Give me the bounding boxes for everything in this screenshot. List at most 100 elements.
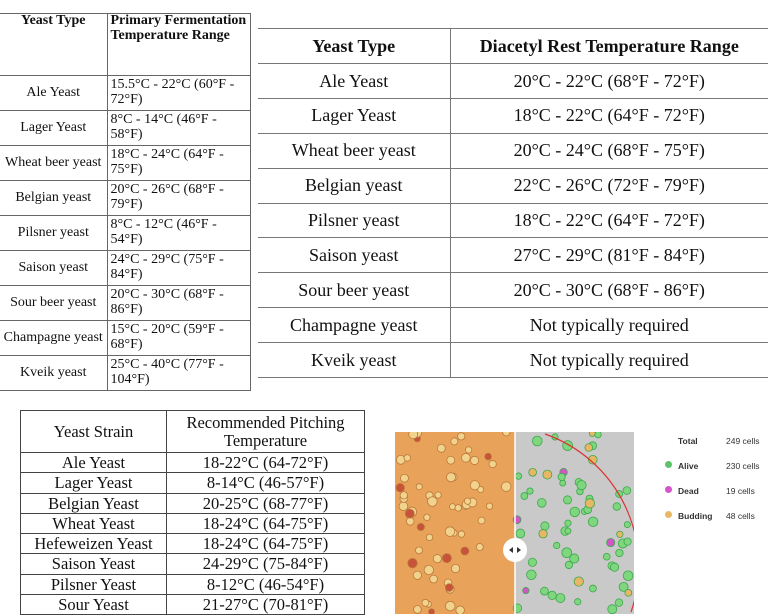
yeast-name-cell: Wheat beer yeast	[258, 132, 451, 169]
cell	[432, 554, 442, 564]
yeast-name-cell: Kveik yeast	[0, 355, 108, 391]
header-cell: Diacetyl Rest Temperature Range	[450, 28, 768, 64]
header-row: Yeast Type Primary Fermentation Temperatu…	[0, 13, 251, 76]
cell	[400, 473, 409, 483]
table-row: Pilsner yeast 8°C - 12°C (46°F - 54°F)	[0, 215, 251, 251]
cell	[441, 553, 452, 564]
yeast-name-cell: Wheat beer yeast	[0, 145, 108, 181]
cell	[588, 454, 598, 465]
cell	[569, 553, 580, 564]
yeast-name-cell: Pilsner yeast	[0, 215, 108, 251]
cell	[446, 455, 456, 465]
cell	[622, 486, 632, 495]
yeast-name-cell: Pilsner yeast	[258, 202, 451, 239]
yeast-name-cell: Saison yeast	[0, 250, 108, 286]
cell	[514, 472, 523, 480]
header-row: Yeast Type Diacetyl Rest Temperature Rang…	[258, 28, 768, 64]
temperature-cell: 15.5°C - 22°C (60°F - 72°F)	[107, 75, 251, 111]
table-row: Sour beer yeast 20°C - 30°C (68°F - 86°F)	[258, 272, 768, 309]
cell	[444, 526, 456, 537]
cell	[465, 446, 473, 454]
cell	[403, 454, 412, 462]
table-row: Ale Yeast 18-22°C (64-72°F)	[20, 451, 365, 474]
cell	[501, 481, 512, 492]
cell	[594, 432, 602, 439]
slider-arrows	[509, 547, 521, 553]
yeast-name-cell: Sour beer yeast	[258, 272, 451, 309]
yeast-name-cell: Ale Yeast	[20, 451, 167, 474]
cell	[531, 435, 543, 447]
yeast-name-cell: Lager Yeast	[0, 110, 108, 146]
temperature-cell: 27°C - 29°C (81°F - 84°F)	[450, 237, 768, 274]
primary-fermentation-table: Yeast Type Primary Fermentation Temperatu…	[0, 13, 251, 391]
cell	[526, 569, 537, 580]
yeast-name-cell: Belgian yeast	[0, 180, 108, 216]
cell	[484, 452, 492, 461]
table-row: Ale Yeast 20°C - 22°C (68°F - 72°F)	[258, 63, 768, 99]
cell	[555, 593, 566, 603]
legend-count: 19 cells	[726, 486, 755, 496]
cell	[623, 537, 632, 546]
legend-count: 249 cells	[726, 436, 760, 446]
header-row: Yeast Strain Recommended Pitching Tempera…	[20, 410, 365, 453]
cell	[423, 513, 431, 521]
table-row: Lager Yeast 8-14°C (46-57°F)	[20, 472, 365, 494]
temperature-cell: 18°C - 22°C (64°F - 72°F)	[450, 202, 768, 239]
cell	[415, 483, 423, 491]
table-row: Kveik yeast Not typically required	[258, 342, 768, 379]
diacetyl-rest-table: Yeast Type Diacetyl Rest Temperature Rang…	[258, 28, 768, 379]
yeast-name-cell: Belgian Yeast	[20, 492, 167, 514]
cell	[624, 588, 633, 597]
temperature-cell: 18-24°C (64-75°F)	[166, 512, 365, 535]
cell	[563, 495, 573, 505]
table-row: Sour Yeast 21-27°C (70-81°F)	[20, 594, 365, 615]
cell	[457, 432, 466, 441]
cell	[470, 455, 480, 465]
yeast-name-cell: Saison Yeast	[20, 553, 167, 575]
cell	[612, 502, 621, 511]
cell	[542, 469, 553, 480]
yeast-name-cell: Lager Yeast	[258, 97, 451, 134]
cell	[574, 598, 582, 606]
table-row: Wheat beer yeast 20°C - 24°C (68°F - 75°F…	[258, 132, 768, 169]
cell	[559, 479, 567, 487]
cell	[436, 443, 446, 453]
cell	[449, 503, 456, 511]
legend-label: Total	[678, 436, 698, 446]
cell	[423, 564, 434, 576]
cell	[421, 598, 430, 607]
cells	[395, 432, 634, 614]
cell	[405, 517, 415, 526]
cell	[527, 557, 537, 567]
cell	[475, 543, 484, 551]
cell	[589, 584, 597, 593]
temperature-cell: 8-14°C (46-57°F)	[166, 472, 365, 494]
table-row: Belgian yeast 22°C - 26°C (72°F - 79°F)	[258, 167, 768, 204]
cell	[616, 530, 624, 538]
table-row: Hefeweizen Yeast 18-24°C (64-75°F)	[20, 533, 365, 555]
table-row: Ale Yeast 15.5°C - 22°C (60°F - 72°F)	[0, 75, 251, 111]
cell	[538, 529, 548, 539]
cell	[477, 516, 486, 525]
table-row: Wheat beer yeast 18°C - 24°C (64°F - 75°F…	[0, 145, 251, 181]
yeast-name-cell: Hefeweizen Yeast	[20, 533, 167, 555]
yeast-name-cell: Lager Yeast	[20, 472, 167, 494]
cell	[615, 548, 624, 558]
table-row: Pilsner Yeast 8-12°C (46-54°F)	[20, 573, 365, 596]
cell	[477, 486, 485, 494]
cell	[398, 501, 409, 511]
temperature-cell: Not typically required	[450, 307, 768, 344]
cell	[522, 587, 530, 595]
slider-handle[interactable]	[503, 538, 527, 562]
cell	[576, 480, 587, 491]
yeast-name-cell: Sour beer yeast	[0, 285, 108, 321]
temperature-cell: 20°C - 26°C (68°F - 79°F)	[107, 180, 251, 216]
cell	[463, 497, 472, 505]
temperature-cell: 18-24°C (64-75°F)	[166, 533, 365, 555]
table-row: Saison yeast 27°C - 29°C (81°F - 84°F)	[258, 237, 768, 274]
yeast-name-cell: Champagne yeast	[0, 320, 108, 356]
temperature-cell: 8°C - 12°C (46°F - 54°F)	[107, 215, 251, 251]
cell	[606, 538, 616, 548]
temperature-cell: 18-22°C (64-72°F)	[166, 451, 365, 474]
header-cell: Primary Fermentation Temperature Range	[107, 13, 251, 76]
